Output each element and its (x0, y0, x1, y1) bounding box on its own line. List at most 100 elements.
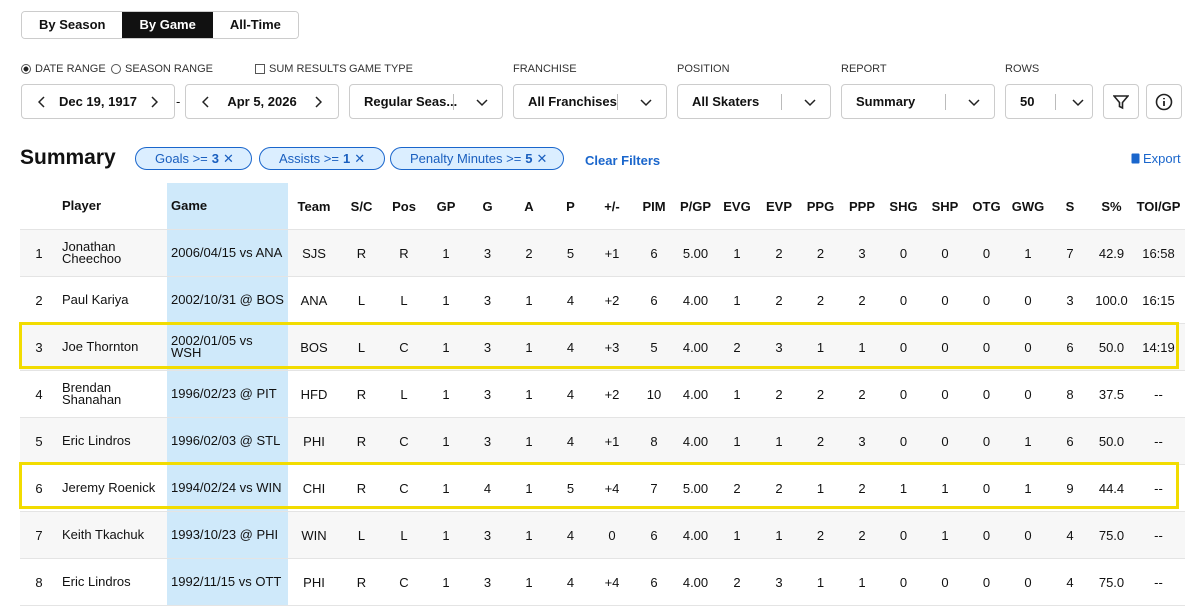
cell: 1 (508, 558, 550, 606)
filter-button[interactable] (1103, 84, 1139, 119)
rank-header (20, 183, 58, 230)
info-button[interactable] (1146, 84, 1182, 119)
cell: 1 (800, 558, 841, 606)
cell: 5.00 (675, 229, 716, 277)
column-header: GP (425, 183, 467, 230)
column-header: P (550, 183, 591, 230)
cell: 6 (633, 511, 675, 559)
cell: 0 (966, 370, 1007, 418)
cell: 1 (20, 229, 58, 277)
cell: 0 (883, 558, 924, 606)
next[interactable] (314, 96, 322, 108)
cell: 6 (1049, 417, 1091, 465)
cell: 1 (425, 323, 467, 371)
season-range-radio[interactable]: SEASON RANGE (111, 63, 213, 75)
cell: 4 (20, 370, 58, 418)
cell: +2 (591, 276, 633, 324)
value: Summary (856, 94, 916, 109)
cell: 0 (924, 558, 966, 606)
cell: C (383, 558, 425, 606)
sum-results-check[interactable]: SUM RESULTS (255, 63, 346, 75)
prev[interactable] (38, 96, 46, 108)
section-title: Summary (20, 146, 116, 169)
cell: 2 (841, 276, 883, 324)
table-row: 2 Paul Kariya 2002/10/31 @ BOS ANA L L 1 3 1 4 +2 6… (20, 276, 1185, 324)
label: POSITION (677, 63, 730, 75)
chip-value: 3 (211, 151, 219, 166)
cell: 2 (841, 464, 883, 512)
label: ROWS (1005, 63, 1040, 75)
position-select[interactable]: All Skaters (677, 84, 831, 119)
cell: +1 (591, 229, 633, 277)
cell: R (340, 229, 383, 277)
rows-select[interactable]: 50 (1005, 84, 1093, 119)
cell: 1 (758, 511, 800, 559)
cell: Joe Thornton (58, 323, 167, 371)
label: Export (1143, 151, 1181, 166)
franchise-select[interactable]: All Franchises (513, 84, 667, 119)
column-header: PPG (800, 183, 841, 230)
cell: +1 (591, 417, 633, 465)
export-link[interactable]: Export (1131, 151, 1181, 166)
next[interactable] (150, 96, 158, 108)
cell: PHI (288, 417, 340, 465)
cell: 4 (1049, 511, 1091, 559)
cell: 0 (883, 370, 924, 418)
cell: Eric Lindros (58, 417, 167, 465)
cell: 0 (966, 511, 1007, 559)
value: Apr 5, 2026 (227, 94, 297, 109)
date-to[interactable]: Apr 5, 2026 (185, 84, 339, 119)
cell: 16:58 (1132, 229, 1185, 277)
cell: 75.0 (1091, 511, 1132, 559)
cell: 3 (758, 558, 800, 606)
cell: 0 (883, 511, 924, 559)
prev[interactable] (202, 96, 210, 108)
cell: 0 (1007, 511, 1049, 559)
cell: 1 (425, 558, 467, 606)
filter-chip[interactable]: Assists >= 1 ✕ (259, 147, 385, 170)
cell: 0 (966, 276, 1007, 324)
cell: 4 (550, 323, 591, 371)
cell: 5.00 (675, 464, 716, 512)
cell: 1 (508, 276, 550, 324)
report-select[interactable]: Summary (841, 84, 995, 119)
value: All Franchises (528, 94, 617, 109)
cell: +4 (591, 464, 633, 512)
cell: HFD (288, 370, 340, 418)
cell: 4.00 (675, 323, 716, 371)
clear-filters[interactable]: Clear Filters (585, 153, 661, 168)
cell: Paul Kariya (58, 276, 167, 324)
tab-active[interactable]: By Game (122, 12, 213, 38)
game-type-select[interactable]: Regular Seas... (349, 84, 503, 119)
cell: -- (1132, 417, 1185, 465)
date-range-radio[interactable]: DATE RANGE (21, 63, 106, 75)
tab[interactable]: All-Time (212, 12, 298, 38)
cell: 1 (425, 511, 467, 559)
row-highlight (19, 322, 1179, 369)
cell: 6 (20, 464, 58, 512)
filter-chip[interactable]: Penalty Minutes >= 5 ✕ (390, 147, 564, 170)
cell: 2 (758, 229, 800, 277)
cell: Keith Tkachuk (58, 511, 167, 559)
cell: 5 (550, 229, 591, 277)
column-header: Team (288, 183, 340, 230)
cell: 3 (467, 370, 508, 418)
cell: 0 (1007, 276, 1049, 324)
cell: 5 (550, 464, 591, 512)
date-from[interactable]: Dec 19, 1917 (21, 84, 175, 119)
column-header: Player (58, 183, 167, 230)
cell: +3 (591, 323, 633, 371)
cell: Brendan Shanahan (58, 370, 167, 418)
cell: R (340, 464, 383, 512)
filter-chip[interactable]: Goals >= 3 ✕ (135, 147, 252, 170)
column-header: G (467, 183, 508, 230)
cell: 0 (966, 417, 1007, 465)
cell: R (340, 370, 383, 418)
cell: 100.0 (1091, 276, 1132, 324)
cell: 4 (550, 276, 591, 324)
label: GAME TYPE (349, 63, 413, 75)
column-header: Game (167, 183, 288, 230)
cell: 2 (716, 558, 758, 606)
tab[interactable]: By Season (22, 12, 123, 38)
cell: 0 (966, 558, 1007, 606)
